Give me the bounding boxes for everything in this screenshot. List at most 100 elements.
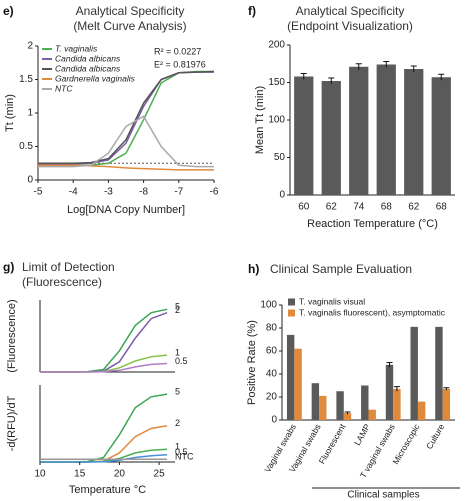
- line-end-label: 2: [175, 305, 180, 315]
- bar: [404, 69, 424, 195]
- y-tick-label: 0: [271, 415, 277, 426]
- legend-label: T. vaginalis visual: [299, 296, 365, 306]
- x-tick-label: 62: [326, 202, 338, 213]
- bar: [435, 326, 443, 420]
- bar: [376, 64, 396, 195]
- line: [38, 115, 214, 168]
- y-tick-label: 80: [266, 323, 278, 334]
- panel-label: h): [248, 262, 259, 276]
- line: [38, 164, 214, 171]
- chart-title: (Endpoint Visualization): [287, 19, 413, 33]
- y-tick-label: 200: [268, 40, 285, 51]
- y-tick-label: 2: [27, 41, 33, 52]
- x-tick-label: 68: [436, 202, 448, 213]
- error-bar: [410, 65, 417, 72]
- error-bar: [344, 411, 351, 415]
- line-end-label: 0.5: [175, 447, 188, 457]
- bar: [286, 334, 295, 420]
- error-bar: [386, 362, 393, 368]
- legend-label: Candida albicans: [55, 53, 121, 63]
- error-bar: [443, 387, 450, 391]
- x-axis-label: Log[DNA Copy Number]: [67, 204, 185, 216]
- x-tick-label: -3: [104, 187, 113, 198]
- y-tick-label: 150: [268, 77, 285, 88]
- x-tick-label: 60: [298, 202, 310, 213]
- bar: [361, 385, 369, 420]
- bar: [343, 413, 352, 420]
- x-tick-label: -8: [139, 187, 148, 198]
- legend-swatch: [288, 309, 295, 317]
- error-bar: [393, 386, 400, 392]
- y-tick-label: 20: [266, 392, 278, 403]
- legend-label: NTC: [55, 83, 73, 93]
- x-tick-label: -6: [210, 187, 219, 198]
- line: [40, 454, 168, 463]
- error-bar: [355, 63, 362, 70]
- annotation: E² = 0.81976: [154, 59, 206, 69]
- line: [40, 362, 168, 373]
- y-tick-label: 1.5: [19, 74, 33, 85]
- bar: [368, 409, 376, 420]
- error-bar: [383, 61, 390, 68]
- x-tick-label: -5: [34, 187, 43, 198]
- bar: [319, 395, 327, 420]
- panel-label: g): [3, 260, 14, 274]
- x-axis-label: Clinical samples: [347, 490, 419, 501]
- y-tick-label: 50: [274, 152, 286, 163]
- legend-label: Gardnerella vaginalis: [55, 73, 136, 83]
- x-tick-label: LAMP: [352, 422, 372, 447]
- y-tick-label: 1: [27, 108, 33, 119]
- chart-title: Analytical Specificity: [76, 4, 185, 18]
- x-tick-label: 62: [408, 202, 420, 213]
- bar: [417, 401, 426, 420]
- bar: [431, 77, 451, 195]
- annotation: R² = 0.0227: [154, 46, 201, 56]
- error-bar: [328, 77, 335, 84]
- bar: [349, 66, 369, 195]
- chart-title: Clinical Sample Evaluation: [270, 262, 412, 276]
- legend-label: T. vaginalis fluorescent), asymptomatic: [299, 307, 446, 317]
- y-tick-label: 60: [266, 346, 278, 357]
- line-end-label: 5: [175, 386, 180, 396]
- y-tick-label: 40: [266, 369, 278, 380]
- y-tick-label: 0: [279, 190, 285, 201]
- x-tick-label: -4: [69, 187, 78, 198]
- bar: [385, 364, 394, 420]
- bar: [294, 76, 314, 195]
- line-end-label: 1: [175, 347, 180, 357]
- y-axis-label: Mean Tt (min): [254, 86, 266, 154]
- x-axis-label: Temperature °C: [69, 484, 146, 496]
- panel-label: f): [248, 4, 256, 18]
- bar: [294, 348, 302, 420]
- bar: [321, 81, 341, 195]
- line: [38, 70, 215, 165]
- x-tick-label: 20: [114, 469, 126, 480]
- y-axis-label: Tt (min): [4, 94, 16, 132]
- line: [40, 393, 168, 463]
- y-tick-label: 0.5: [19, 141, 33, 152]
- y-tick-label: 100: [268, 115, 285, 126]
- x-tick-label: 10: [34, 469, 46, 480]
- panel-label: e): [3, 4, 14, 18]
- x-tick-label: 68: [381, 202, 393, 213]
- line-end-label: 1: [175, 442, 180, 452]
- x-axis-label: Reaction Temperature (°C): [307, 218, 438, 230]
- line-end-label: 0.5: [175, 356, 188, 366]
- bar: [311, 383, 320, 420]
- bar: [442, 388, 451, 420]
- y-axis-label: Positive Rate (%): [246, 320, 258, 405]
- chart-title: (Fluorescence): [22, 275, 102, 289]
- legend-swatch: [288, 298, 295, 306]
- line-end-label: 5: [175, 302, 180, 312]
- x-tick-label: -7: [174, 187, 183, 198]
- bar: [410, 326, 418, 420]
- y-axis-label: -d(RFU)/dT: [6, 395, 18, 451]
- error-bar: [300, 73, 307, 80]
- error-bar: [438, 73, 445, 81]
- line: [40, 311, 168, 373]
- x-tick-label: 15: [74, 469, 86, 480]
- line-end-label: 2: [175, 418, 180, 428]
- x-tick-label: 25: [154, 469, 166, 480]
- chart-title: Analytical Specificity: [296, 4, 405, 18]
